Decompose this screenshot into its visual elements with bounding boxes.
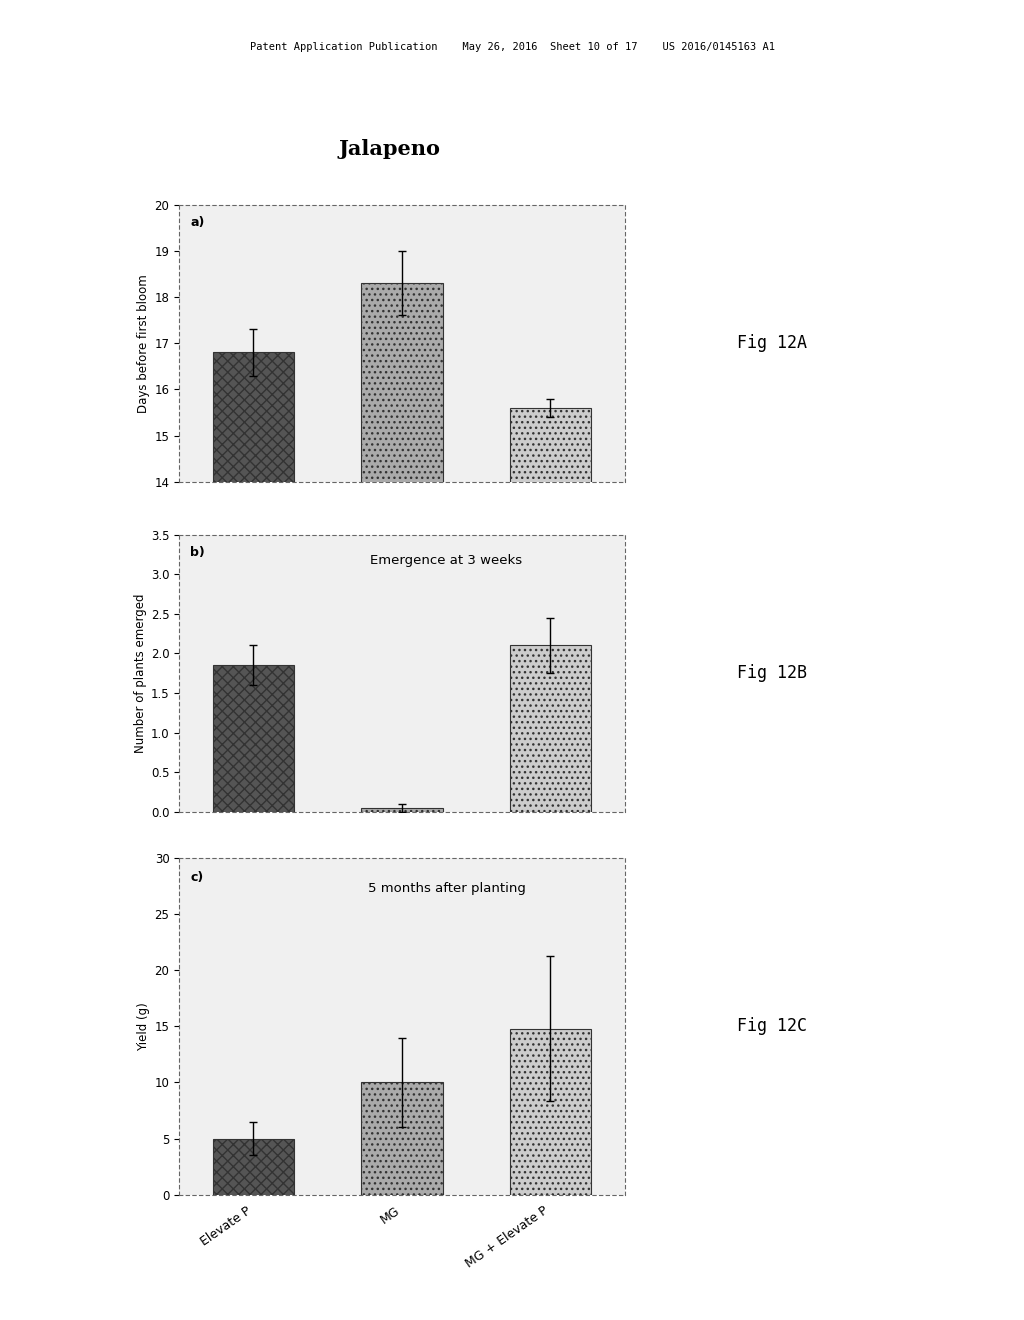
Text: 5 months after planting: 5 months after planting	[368, 882, 525, 895]
Text: Fig 12A: Fig 12A	[737, 334, 807, 352]
Bar	[213, 665, 294, 812]
Bar	[361, 808, 442, 812]
Text: Emergence at 3 weeks: Emergence at 3 weeks	[371, 554, 522, 568]
Bar	[213, 1138, 294, 1195]
Text: Jalapeno: Jalapeno	[338, 139, 440, 158]
Text: c): c)	[190, 871, 204, 884]
Text: b): b)	[190, 545, 205, 558]
Bar	[510, 645, 591, 812]
Text: Fig 12B: Fig 12B	[737, 664, 807, 682]
Y-axis label: Days before first bloom: Days before first bloom	[137, 273, 151, 413]
Bar	[510, 1028, 591, 1195]
Bar	[361, 282, 442, 1129]
Text: a): a)	[190, 215, 205, 228]
Y-axis label: Number of plants emerged: Number of plants emerged	[134, 594, 146, 752]
Bar	[213, 352, 294, 1129]
Text: Patent Application Publication    May 26, 2016  Sheet 10 of 17    US 2016/014516: Patent Application Publication May 26, 2…	[250, 42, 774, 53]
Bar	[510, 408, 591, 1129]
Y-axis label: Yield (g): Yield (g)	[137, 1002, 151, 1051]
Bar	[361, 1082, 442, 1195]
Text: Fig 12C: Fig 12C	[737, 1018, 807, 1035]
